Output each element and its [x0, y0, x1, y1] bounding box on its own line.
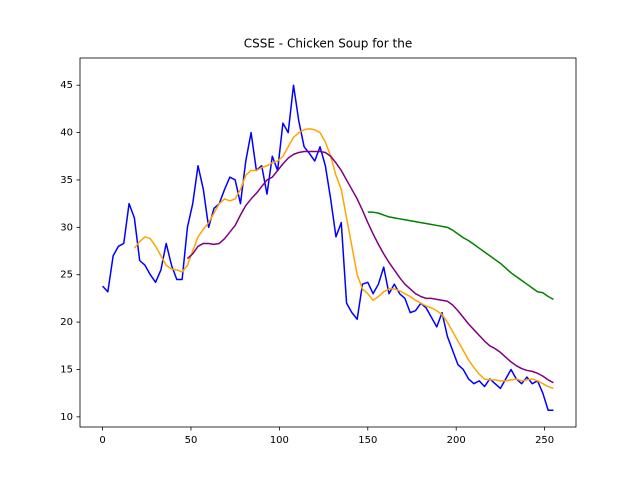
x-tick-label: 0	[99, 435, 105, 446]
series-line	[367, 211, 554, 301]
x-tick-label: 250	[535, 435, 554, 446]
plot-frame	[79, 57, 577, 428]
y-tick-label: 45	[60, 80, 73, 91]
series-line	[133, 128, 554, 390]
y-tick-label: 20	[60, 317, 73, 328]
y-tick-label: 35	[60, 175, 73, 186]
x-tick-label: 50	[185, 435, 198, 446]
series-line	[186, 150, 554, 384]
x-tick-label: 100	[270, 435, 289, 446]
x-tick-label: 150	[358, 435, 377, 446]
y-tick-label: 30	[60, 222, 73, 233]
y-tick-label: 25	[60, 270, 73, 281]
y-tick-label: 10	[60, 412, 73, 423]
series-line	[102, 84, 554, 411]
y-tick-label: 15	[60, 364, 73, 375]
y-tick-label: 40	[60, 128, 73, 139]
x-tick-label: 200	[447, 435, 466, 446]
chart-title: CSSE - Chicken Soup for the	[244, 37, 412, 51]
